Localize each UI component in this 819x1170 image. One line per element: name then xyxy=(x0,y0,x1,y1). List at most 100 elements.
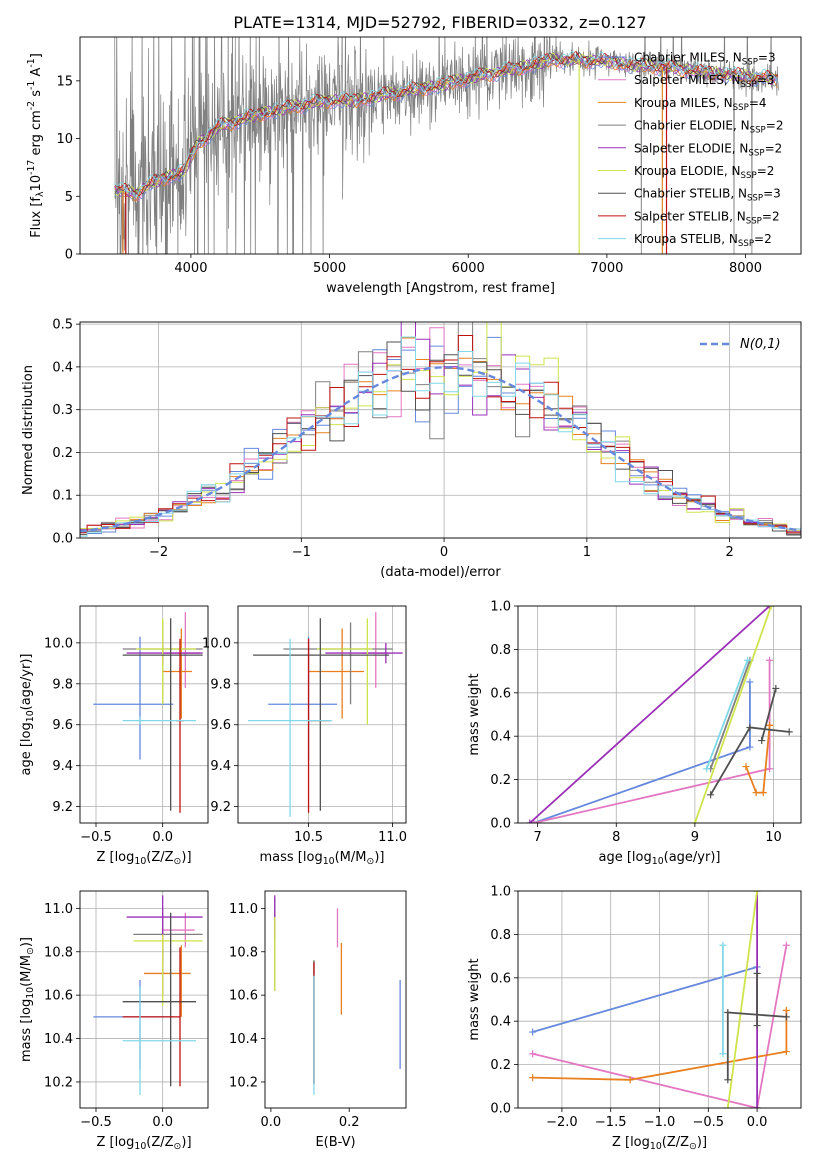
spectrum-plot-area xyxy=(114,37,779,254)
y-tick-label: 0.2 xyxy=(490,1058,511,1073)
y-tick-label: 10.8 xyxy=(229,945,258,960)
y-axis-label: mass weight xyxy=(467,673,482,755)
y-axis-label: Normed distribution xyxy=(21,365,36,495)
y-tick-label: 9.6 xyxy=(52,718,73,733)
weight-marker xyxy=(753,1022,761,1030)
weight-marker xyxy=(526,819,534,823)
weight-line xyxy=(705,659,749,770)
weight-marker xyxy=(746,743,754,751)
x-tick-label: 10.5 xyxy=(294,830,323,845)
weight-marker xyxy=(529,1074,537,1082)
y-tick-label: 0.6 xyxy=(490,971,511,986)
legend-label: Chabrier MILES, NSSP​=3 xyxy=(634,51,776,68)
y-tick-label: 10.8 xyxy=(44,945,73,960)
axes-frame xyxy=(517,605,802,824)
weight-marker xyxy=(530,819,538,823)
y-tick-label: 10.4 xyxy=(229,1032,258,1047)
x-tick-label: −0.5 xyxy=(80,1115,112,1130)
axes-frame xyxy=(237,605,407,824)
legend-label: Kroupa STELIB, NSSP​=2 xyxy=(634,232,772,249)
x-axis-label: Z [log10​(Z/Z⊙​)] xyxy=(96,850,191,867)
weight-line xyxy=(745,725,771,794)
x-axis-label: Z [log10​(Z/Z⊙​)] xyxy=(96,1135,191,1152)
spectrum-model-line xyxy=(114,51,779,197)
y-tick-label: 10.0 xyxy=(44,636,73,651)
weight-marker xyxy=(719,941,727,949)
x-tick-label: −1.5 xyxy=(595,1115,627,1130)
residual-plot-area xyxy=(80,322,801,537)
y-axis-label: mass weight xyxy=(467,958,482,1040)
x-tick-label: −2.0 xyxy=(546,1115,578,1130)
legend-label: Chabrier ELODIE, NSSP​=2 xyxy=(634,119,783,136)
x-tick-label: −1.0 xyxy=(644,1115,676,1130)
y-tick-label: 0.8 xyxy=(490,643,511,658)
y-tick-label: 0.2 xyxy=(490,773,511,788)
y-axis-label: age [log10​(age/yr)] xyxy=(19,654,36,776)
weight-marker xyxy=(753,891,761,895)
y-tick-label: 5 xyxy=(65,190,73,205)
weight-line xyxy=(529,606,771,823)
x-tick-label: −0.5 xyxy=(80,830,112,845)
y-tick-label: 10.0 xyxy=(202,636,231,651)
y-tick-label: 9.2 xyxy=(210,800,231,815)
weight-line xyxy=(533,660,771,823)
spectrum-model-line xyxy=(114,55,779,202)
weight-marker xyxy=(766,656,774,664)
x-tick-label: 0.0 xyxy=(747,1115,768,1130)
ebv_mass-plot-area xyxy=(274,895,401,1095)
x-tick-label: 10 xyxy=(765,830,782,845)
x-tick-label: 1 xyxy=(583,545,591,560)
x-tick-label: 0.0 xyxy=(261,1115,282,1130)
y-tick-label: 9.4 xyxy=(210,759,231,774)
spectrum-model-line xyxy=(114,52,779,195)
x-tick-label: 2 xyxy=(725,545,733,560)
legend-label: Salpeter MILES, NSSP​=3 xyxy=(634,73,774,90)
weight-marker xyxy=(724,1076,732,1084)
x-tick-label: 0 xyxy=(440,545,448,560)
weight-line xyxy=(760,688,777,741)
axes-frame xyxy=(517,890,802,1109)
weight-marker xyxy=(746,678,754,686)
x-axis-label: Z [log10​(Z/Z⊙​)] xyxy=(612,1135,707,1152)
x-tick-label: 9 xyxy=(691,830,699,845)
weight-marker xyxy=(691,819,699,823)
legend-label: Kroupa ELODIE, NSSP​=2 xyxy=(634,164,774,181)
normal-curve xyxy=(80,366,801,533)
y-axis-label: Flux [fλ​10-17​ erg cm-2​ s-1​ A-1​] xyxy=(26,53,46,238)
weight-marker xyxy=(752,789,760,797)
weight-marker xyxy=(744,656,752,664)
legend-label: Chabrier STELIB, NSSP​=3 xyxy=(634,187,781,204)
weight-marker xyxy=(759,789,767,797)
y-tick-label: 9.4 xyxy=(52,759,73,774)
x-tick-label: 4000 xyxy=(174,261,207,276)
weight-marker xyxy=(742,763,750,771)
y-tick-label: 9.8 xyxy=(52,677,73,692)
weight-marker xyxy=(782,1006,790,1014)
weight-marker xyxy=(529,1028,537,1036)
y-tick-label: 1.0 xyxy=(490,600,511,615)
y-tick-label: 0.4 xyxy=(52,360,73,375)
weight-line xyxy=(709,659,751,770)
weight-marker xyxy=(766,765,774,773)
legend-label: N(0,1) xyxy=(740,337,781,352)
y-tick-label: 10.6 xyxy=(44,989,73,1004)
y-tick-label: 9.2 xyxy=(52,800,73,815)
x-tick-label: 7000 xyxy=(590,261,623,276)
weight-marker xyxy=(719,1050,727,1058)
x-tick-label: 6000 xyxy=(452,261,485,276)
y-tick-label: 10.4 xyxy=(44,1032,73,1047)
y-tick-label: 0.4 xyxy=(490,730,511,745)
weight-marker xyxy=(785,728,793,736)
y-tick-label: 0.2 xyxy=(52,446,73,461)
x-axis-label: wavelength [Angstrom, rest frame] xyxy=(326,281,555,296)
weight-marker xyxy=(782,941,790,949)
panel-mass-age: 10.5 11.0 9.2 9.4 9.6 9.8 10.0 mass [log10​(M/M… xyxy=(202,605,407,867)
legend-label: Salpeter STELIB, NSSP​=2 xyxy=(634,209,780,226)
legend-label: Salpeter ELODIE, NSSP​=2 xyxy=(634,141,782,158)
panel-Z-weight: −2.0 −1.5 −1.0 −0.5 0.0 0.0 0.2 0.4 0.6 0.8 1.0 Z [… xyxy=(467,885,802,1152)
x-tick-label: 8000 xyxy=(729,261,762,276)
y-tick-label: 11.0 xyxy=(44,902,73,917)
panel-residuals: −2 −1 0 1 2 0.0 0.1 0.2 0.3 0.4 0.5 (data-model)/er… xyxy=(21,318,802,580)
y-tick-label: 0.0 xyxy=(52,532,73,547)
weight-marker xyxy=(724,1009,732,1017)
